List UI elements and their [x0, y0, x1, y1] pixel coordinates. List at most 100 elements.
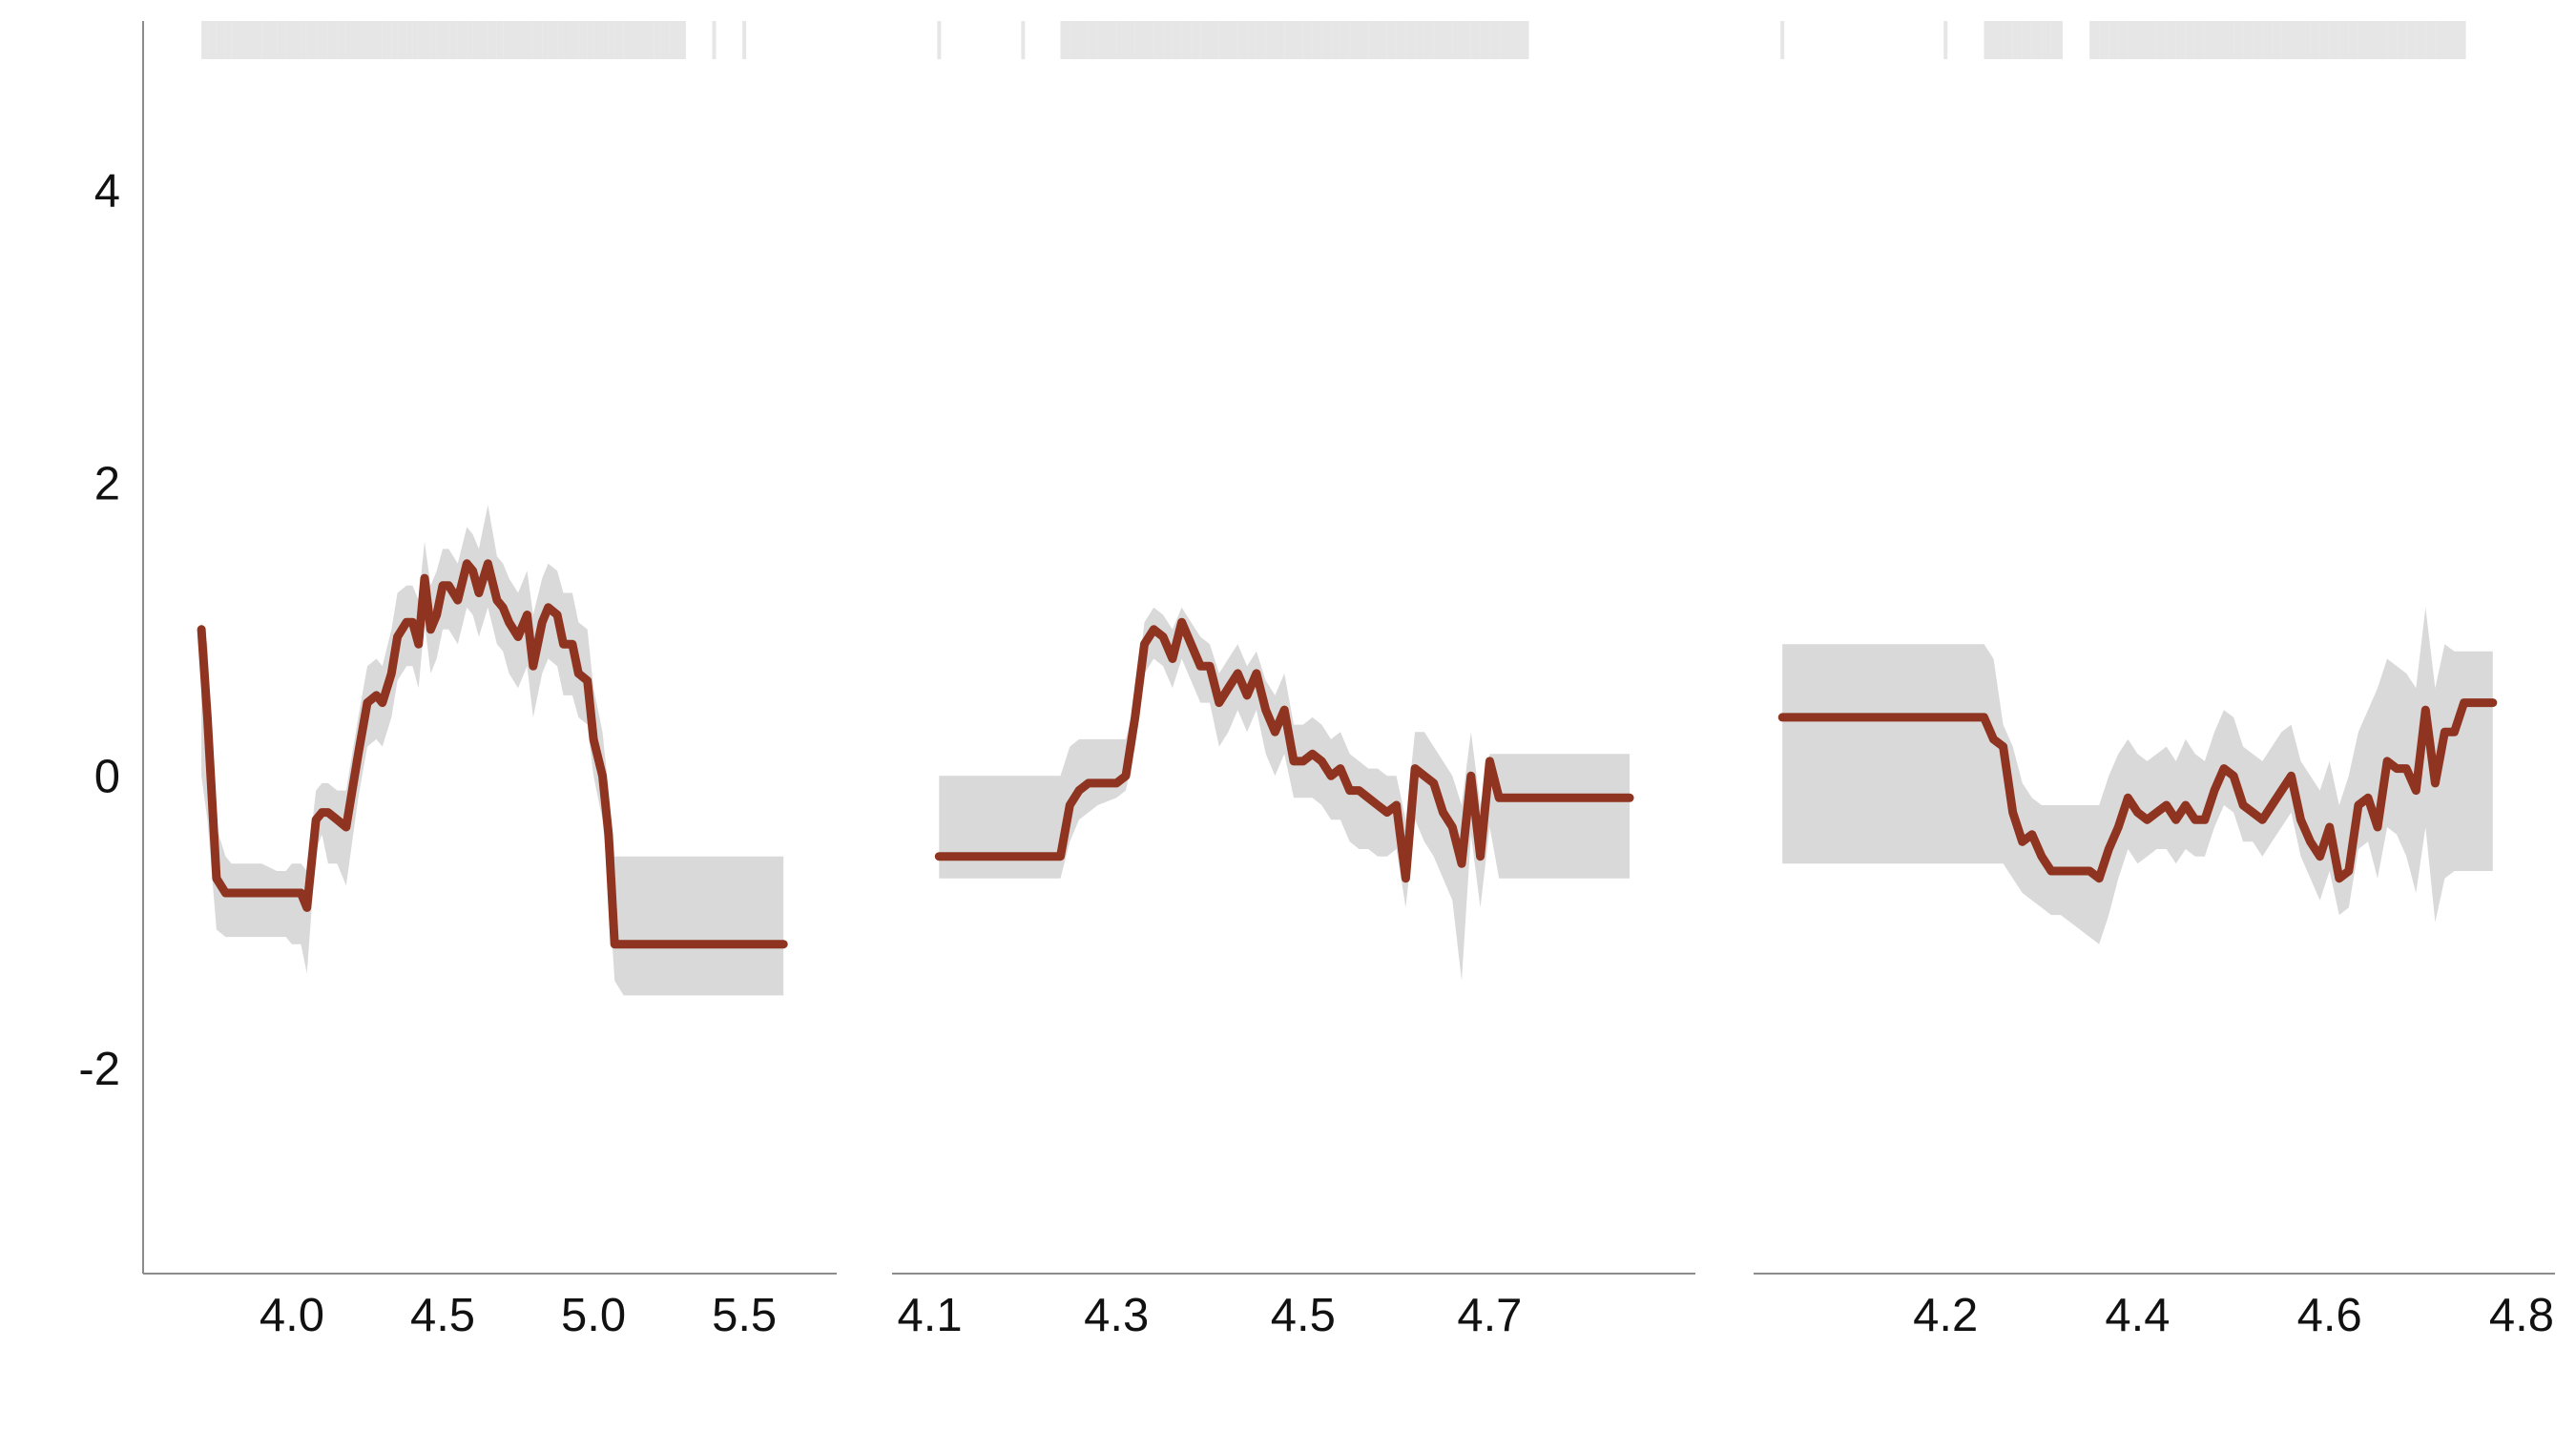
- y-tick-label: 2: [94, 458, 120, 509]
- rug-segment: [2406, 21, 2417, 59]
- rug-segment: [2185, 21, 2195, 59]
- x-tick-label: 4.8: [2489, 1290, 2554, 1341]
- rug-segment: [2118, 21, 2129, 59]
- rug-segment: [231, 21, 247, 59]
- rug-segment: [1218, 21, 1229, 59]
- rug-segment: [225, 21, 232, 59]
- rug-segment: [412, 21, 419, 59]
- y-tick-label: 4: [94, 165, 120, 217]
- rug-segment: [669, 21, 684, 59]
- rug-segment: [1125, 21, 1135, 59]
- rug-tick: [1021, 21, 1026, 59]
- rug-tick: [2058, 21, 2063, 59]
- rug-segment: [542, 21, 549, 59]
- rug-segment: [2204, 21, 2214, 59]
- confidence-band: [1782, 607, 2493, 944]
- rug-segment: [2329, 21, 2339, 59]
- rug-segment: [527, 21, 533, 59]
- rug-segment: [1443, 21, 1453, 59]
- rug-segment: [2444, 21, 2455, 59]
- rug-segment: [1163, 21, 1173, 59]
- panel-1: 4.0 4.5 5.0 5.5: [143, 21, 837, 1341]
- rug-segment: [2425, 21, 2436, 59]
- rug-segment: [1321, 21, 1332, 59]
- y-tick-label: -2: [78, 1044, 120, 1095]
- rug-segment: [488, 21, 497, 59]
- rug-segment: [1079, 21, 1089, 59]
- rug-segment: [246, 21, 262, 59]
- rug-segment: [1489, 21, 1500, 59]
- rug-segment: [571, 21, 579, 59]
- rug-segment: [2243, 21, 2254, 59]
- rug-segment: [327, 21, 338, 59]
- rug-segment: [337, 21, 346, 59]
- rug-segment: [2281, 21, 2292, 59]
- rug-tick: [1780, 21, 1785, 59]
- rug-segment: [1144, 21, 1154, 59]
- rug-segment: [608, 21, 615, 59]
- rug-segment: [201, 21, 208, 59]
- rug-segment: [1470, 21, 1481, 59]
- rug-segment: [1423, 21, 1434, 59]
- rug-segment: [430, 21, 437, 59]
- rug-segment: [1499, 21, 1508, 59]
- rug-segment: [1275, 21, 1285, 59]
- confidence-band: [201, 505, 784, 996]
- rug-segment: [563, 21, 572, 59]
- rug-segment: [2224, 21, 2234, 59]
- panel-2: 4.1 4.3 4.5 4.7: [892, 21, 1695, 1341]
- rug-segment: [1134, 21, 1145, 59]
- y-tick-label: 0: [94, 751, 120, 802]
- x-tick-label: 4.5: [1271, 1290, 1336, 1341]
- rug-tick: [1525, 21, 1529, 59]
- rug-segment: [2089, 21, 2100, 59]
- rug-segment: [478, 21, 488, 59]
- rug-segment: [2367, 21, 2379, 59]
- rug-segment: [1060, 21, 1070, 59]
- rug-segment: [2272, 21, 2282, 59]
- rug-segment: [2300, 21, 2311, 59]
- rug-segment: [1256, 21, 1266, 59]
- rug-segment: [532, 21, 543, 59]
- rug-segment: [1993, 21, 2004, 59]
- rug-segment: [2099, 21, 2109, 59]
- rug-segment: [602, 21, 609, 59]
- rug-segment: [2262, 21, 2273, 59]
- series-line: [1777, 698, 2498, 883]
- rug-segment: [1984, 21, 1994, 59]
- rug-segment: [1181, 21, 1192, 59]
- series-line: [934, 617, 1634, 883]
- rug-segment: [2194, 21, 2205, 59]
- rug-segment: [467, 21, 473, 59]
- rug-segment: [301, 21, 307, 59]
- rug-segment: [2022, 21, 2032, 59]
- rug-segment: [418, 21, 426, 59]
- x-tick-label: 4.3: [1084, 1290, 1149, 1341]
- rug-segment: [2137, 21, 2148, 59]
- rug-segment: [345, 21, 359, 59]
- rug-segment: [509, 21, 519, 59]
- rug-segment: [1331, 21, 1340, 59]
- confidence-band: [939, 607, 1631, 982]
- rug-segment: [1386, 21, 1397, 59]
- x-tick-label: 4.4: [2105, 1290, 2170, 1341]
- rug-segment: [1368, 21, 1379, 59]
- rug-segment: [2147, 21, 2157, 59]
- rug-segment: [1396, 21, 1406, 59]
- rug-tick: [2462, 21, 2466, 59]
- rug-segment: [2253, 21, 2263, 59]
- rug-segment: [2378, 21, 2388, 59]
- x-tick-label: 4.1: [897, 1290, 962, 1341]
- rug-segment: [1209, 21, 1219, 59]
- rug-segment: [1294, 21, 1303, 59]
- rug-segment: [1237, 21, 1248, 59]
- rug-segment: [425, 21, 431, 59]
- rug-segment: [2213, 21, 2225, 59]
- rug-segment: [1228, 21, 1238, 59]
- rug-segment: [291, 21, 301, 59]
- rug-tick: [937, 21, 942, 59]
- rug-segment: [1153, 21, 1164, 59]
- rug-segment: [1378, 21, 1387, 59]
- rug-segment: [1200, 21, 1210, 59]
